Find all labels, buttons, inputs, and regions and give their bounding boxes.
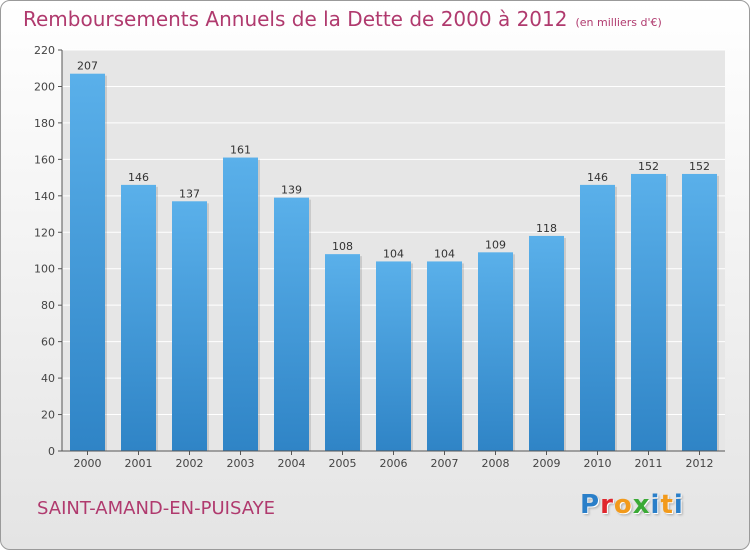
y-tick-label: 100	[34, 263, 55, 276]
x-tick-label: 2009	[533, 457, 561, 470]
x-tick-label: 2002	[176, 457, 204, 470]
logo-letter: i	[650, 490, 661, 520]
data-label: 118	[536, 222, 557, 235]
y-tick-label: 120	[34, 226, 55, 239]
data-label: 139	[281, 184, 302, 197]
data-label: 152	[638, 160, 659, 173]
data-label: 109	[485, 238, 506, 251]
x-tick-label: 2008	[482, 457, 510, 470]
bar	[274, 197, 309, 451]
bar	[376, 261, 411, 451]
x-tick-label: 2012	[686, 457, 714, 470]
data-label: 152	[689, 160, 710, 173]
y-tick-label: 40	[41, 372, 55, 385]
data-label: 207	[77, 60, 98, 73]
y-tick-label: 60	[41, 336, 55, 349]
x-tick-label: 2000	[74, 457, 102, 470]
x-tick-label: 2003	[227, 457, 255, 470]
logo-letter: r	[600, 490, 614, 520]
bar	[325, 254, 360, 451]
data-label: 108	[332, 240, 353, 253]
bar	[631, 173, 666, 452]
bar	[172, 201, 207, 451]
chart-title: Remboursements Annuels de la Dette de 20…	[23, 7, 662, 31]
y-tick-label: 180	[34, 117, 55, 130]
y-tick-label: 220	[34, 44, 55, 57]
x-tick-label: 2001	[125, 457, 153, 470]
x-tick-label: 2010	[584, 457, 612, 470]
bar	[478, 252, 513, 451]
y-tick-label: 160	[34, 153, 55, 166]
logo-letter: t	[660, 490, 674, 520]
bar	[223, 157, 258, 452]
x-tick-label: 2006	[380, 457, 408, 470]
commune-name: SAINT-AMAND-EN-PUISAYE	[37, 498, 275, 519]
logo-letter: o	[613, 490, 633, 520]
y-tick-label: 20	[41, 409, 55, 422]
x-tick-label: 2011	[635, 457, 663, 470]
data-label: 137	[179, 187, 200, 200]
data-label: 161	[230, 144, 251, 157]
logo-letter: x	[632, 490, 651, 520]
proxiti-logo[interactable]: Proxiti	[580, 490, 684, 520]
logo-letter: P	[580, 490, 601, 520]
axis-layer: 0 20 40 60 80 100 120 140 160 180 200 220 2000 2001 20…	[34, 44, 725, 470]
bar	[580, 184, 615, 451]
x-tick-label: 2005	[329, 457, 357, 470]
chart-title-text: Remboursements Annuels de la Dette de 20…	[23, 7, 568, 31]
y-tick-label: 0	[48, 445, 55, 458]
data-label: 146	[587, 171, 608, 184]
bar	[121, 184, 156, 451]
bar	[529, 235, 564, 451]
bar-layer: 207 146 137 161 139 108 104 104 109 118 146 152 152	[70, 60, 719, 452]
x-tick-label: 2004	[278, 457, 306, 470]
data-label: 104	[434, 247, 455, 260]
x-tick-label: 2007	[431, 457, 459, 470]
chart-subtitle: (en milliers d'€)	[575, 16, 662, 29]
data-label: 146	[128, 171, 149, 184]
y-tick-label: 80	[41, 299, 55, 312]
logo-letter: i	[673, 490, 684, 520]
bar	[70, 73, 105, 451]
y-tick-label: 200	[34, 80, 55, 93]
y-tick-label: 140	[34, 190, 55, 203]
bar	[427, 261, 462, 451]
data-label: 104	[383, 247, 404, 260]
bar	[682, 173, 717, 452]
